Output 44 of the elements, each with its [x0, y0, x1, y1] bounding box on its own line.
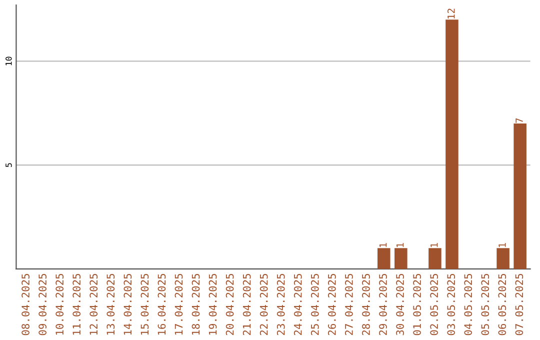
x-tick-label: 15.04.2025 [140, 274, 149, 335]
bar [514, 124, 526, 269]
x-tick-label: 21.04.2025 [242, 274, 251, 336]
bar [496, 248, 510, 269]
x-tick-label: 06.05.2025 [498, 274, 506, 336]
x-tick-label: 22.04.2025 [260, 274, 268, 336]
bar [446, 20, 458, 269]
x-tick-label: 30.04.2025 [396, 274, 404, 336]
data-label: 7 [516, 118, 523, 123]
x-tick-label: 25.04.2025 [310, 274, 319, 336]
x-tick-label: 04.05.2025 [464, 274, 472, 336]
x-tick-label: 19.04.2025 [208, 274, 217, 335]
x-tick-label: 08.04.2025 [22, 274, 30, 336]
data-label: 1 [380, 242, 387, 247]
x-tick-label: 17.04.2025 [174, 274, 183, 335]
x-tick-label: 28.04.2025 [362, 274, 370, 336]
x-tick-label: 10.04.2025 [56, 274, 64, 335]
x-tick-label: 11.04.2025 [72, 274, 81, 335]
data-label: 1 [430, 242, 438, 247]
bar [394, 248, 408, 269]
x-tick-label: 23.04.2025 [276, 274, 285, 336]
x-tick-label: 26.04.2025 [328, 274, 336, 336]
x-tick-label: 18.04.2025 [192, 274, 200, 335]
data-label: 1 [396, 242, 404, 247]
x-tick-label: 24.04.2025 [294, 274, 302, 336]
x-tick-label: 13.04.2025 [106, 274, 115, 335]
x-tick-label: 01.05.2025 [413, 274, 421, 336]
x-tick-label: 29.04.2025 [379, 274, 387, 336]
y-tick-label: 10 [6, 56, 12, 66]
x-tick-label: 07.05.2025 [515, 274, 524, 336]
bar [428, 248, 442, 269]
x-tick-label: 09.04.2025 [38, 274, 46, 336]
x-tick-label: 27.04.2025 [345, 274, 353, 336]
x-tick-label: 12.04.2025 [90, 274, 98, 335]
bar [378, 248, 390, 269]
x-tick-label: 16.04.2025 [158, 274, 166, 335]
x-tick-label: 14.04.2025 [124, 274, 132, 335]
x-tick-label: 02.05.2025 [430, 274, 438, 336]
x-tick-label: 05.05.2025 [481, 274, 490, 336]
y-tick-label: 5 [6, 163, 12, 167]
x-tick-label: 03.05.2025 [447, 274, 456, 336]
data-label: 1 [498, 242, 506, 247]
x-tick-label: 20.04.2025 [226, 274, 234, 336]
data-label: 12 [447, 8, 455, 18]
